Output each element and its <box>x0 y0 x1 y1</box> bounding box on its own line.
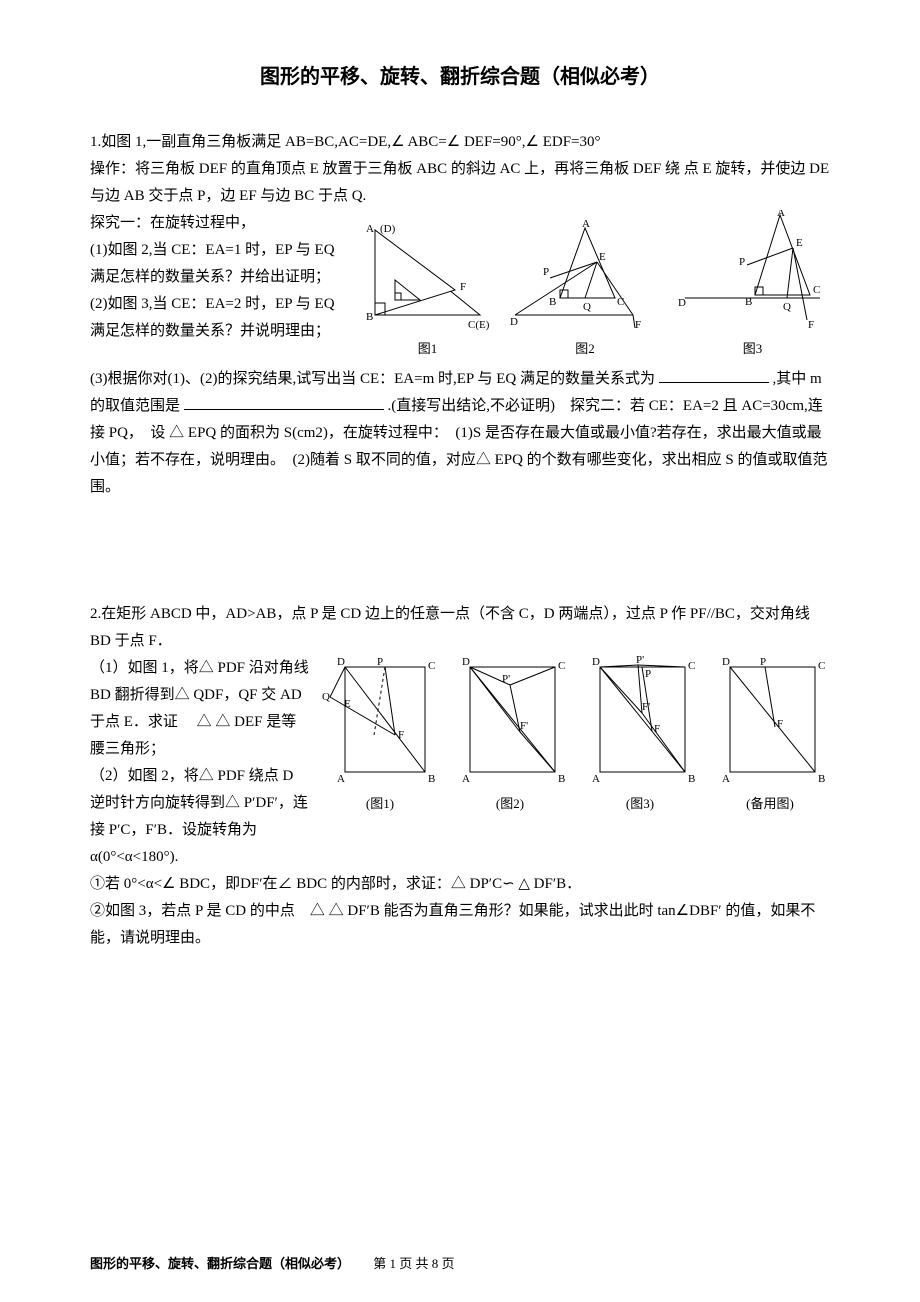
svg-text:B: B <box>688 773 695 785</box>
svg-text:A: A <box>462 773 470 785</box>
svg-text:B: B <box>428 773 435 785</box>
figure-1-3: A B C P E Q D F 图3 <box>675 210 830 360</box>
p1-line2: 操作：将三角板 DEF 的直角顶点 E 放置于三角板 ABC 的斜边 AC 上，… <box>90 156 830 210</box>
blank-1 <box>659 367 769 383</box>
problem-2: 2.在矩形 ABCD 中，AD>AB，点 P 是 CD 边上的任意一点（不含 C… <box>90 601 830 952</box>
svg-text:D: D <box>337 656 345 668</box>
svg-text:F': F' <box>642 701 650 713</box>
svg-text:Q: Q <box>322 691 330 703</box>
p1-line1: 1.如图 1,一副直角三角板满足 AB=BC,AC=DE,∠ ABC=∠ DEF… <box>90 129 830 156</box>
figure-1-1: A (D) B C(E) F 图1 <box>360 220 495 360</box>
svg-text:Q: Q <box>783 301 791 313</box>
svg-text:F: F <box>635 319 641 331</box>
svg-text:P': P' <box>502 673 510 685</box>
svg-text:C(E): C(E) <box>468 319 490 331</box>
footer: 图形的平移、旋转、翻折综合题（相似必考） 第 1 页 共 8 页 <box>90 1253 455 1272</box>
svg-text:A: A <box>592 773 600 785</box>
svg-text:E: E <box>599 251 606 263</box>
svg-text:C: C <box>617 296 624 308</box>
p1-6c: .(直接写出结论,不必证明) 探究二：若 CE：EA=2 且 AC=30cm,连… <box>90 398 828 495</box>
svg-text:A: A <box>337 773 345 785</box>
svg-text:C: C <box>428 660 435 672</box>
svg-text:D: D <box>592 656 600 668</box>
svg-text:D: D <box>510 316 518 328</box>
figure-1-2-caption: 图2 <box>575 337 595 360</box>
svg-text:E: E <box>796 237 803 249</box>
footer-page: 第 1 页 共 8 页 <box>373 1256 454 1271</box>
content-body: 1.如图 1,一副直角三角板满足 AB=BC,AC=DE,∠ ABC=∠ DEF… <box>90 129 830 952</box>
svg-text:A: A <box>366 223 374 235</box>
svg-text:P: P <box>645 668 651 680</box>
problem-1: 1.如图 1,一副直角三角板满足 AB=BC,AC=DE,∠ ABC=∠ DEF… <box>90 129 830 501</box>
svg-text:F': F' <box>520 720 528 732</box>
svg-text:C: C <box>558 660 565 672</box>
svg-text:C: C <box>813 284 820 296</box>
svg-text:A: A <box>777 210 785 219</box>
svg-text:D: D <box>678 297 686 309</box>
svg-text:C: C <box>688 660 695 672</box>
page: 图形的平移、旋转、翻折综合题（相似必考） 1.如图 1,一副直角三角板满足 AB… <box>0 0 920 1302</box>
svg-text:F: F <box>654 723 660 735</box>
svg-text:B: B <box>558 773 565 785</box>
figure-1-3-caption: 图3 <box>743 337 763 360</box>
p2-line4: ①若 0°<α<∠ BDC，即DF′在∠ BDC 的内部时，求证：△ DP′C∽… <box>90 871 830 898</box>
p1-6a: (3)根据你对(1)、(2)的探究结果,试写出当 CE：EA=m 时,EP 与 … <box>90 371 655 387</box>
svg-text:F: F <box>398 729 404 741</box>
figure-2-3: D P' P C F' F A B (图3) <box>580 655 700 815</box>
svg-text:(D): (D) <box>380 223 396 235</box>
svg-text:A: A <box>582 220 590 230</box>
svg-text:C: C <box>818 660 825 672</box>
svg-text:Q: Q <box>583 301 591 313</box>
svg-text:P: P <box>760 656 766 668</box>
figure-2-4: D P C F A B (备用图) <box>710 655 830 815</box>
svg-text:B: B <box>366 311 373 323</box>
svg-text:F: F <box>777 718 783 730</box>
svg-text:A: A <box>722 773 730 785</box>
figure-1-2: A B C P E Q D F 图2 <box>505 220 665 360</box>
figure-2-4-caption: (备用图) <box>746 792 794 815</box>
svg-text:B: B <box>818 773 825 785</box>
figure-1-1-caption: 图1 <box>418 337 438 360</box>
svg-text:F: F <box>460 281 466 293</box>
p1-line6: (3)根据你对(1)、(2)的探究结果,试写出当 CE：EA=m 时,EP 与 … <box>90 366 830 501</box>
problem1-figures: A (D) B C(E) F 图1 <box>360 210 830 360</box>
p2-line5: ②如图 3，若点 P 是 CD 的中点 △ △ DF′B 能否为直角三角形？如果… <box>90 898 830 952</box>
svg-text:B: B <box>745 296 752 308</box>
svg-text:P: P <box>739 256 745 268</box>
svg-text:P: P <box>377 656 383 668</box>
figure-2-2: D C P' F' A B (图2) <box>450 655 570 815</box>
svg-text:F: F <box>808 319 814 331</box>
figure-2-3-caption: (图3) <box>626 792 654 815</box>
problem2-figures: P C D Q E F A B (图1) <box>320 655 830 815</box>
footer-label: 图形的平移、旋转、翻折综合题（相似必考） <box>90 1256 350 1271</box>
document-title: 图形的平移、旋转、翻折综合题（相似必考） <box>90 60 830 89</box>
figure-2-2-caption: (图2) <box>496 792 524 815</box>
svg-text:D: D <box>722 656 730 668</box>
svg-text:P': P' <box>636 655 644 666</box>
figure-2-1-caption: (图1) <box>366 792 394 815</box>
blank-2 <box>184 394 384 410</box>
svg-text:E: E <box>344 698 351 710</box>
p2-line1: 2.在矩形 ABCD 中，AD>AB，点 P 是 CD 边上的任意一点（不含 C… <box>90 601 830 655</box>
svg-text:B: B <box>549 296 556 308</box>
svg-text:D: D <box>462 656 470 668</box>
figure-2-1: P C D Q E F A B (图1) <box>320 655 440 815</box>
svg-text:P: P <box>543 266 549 278</box>
